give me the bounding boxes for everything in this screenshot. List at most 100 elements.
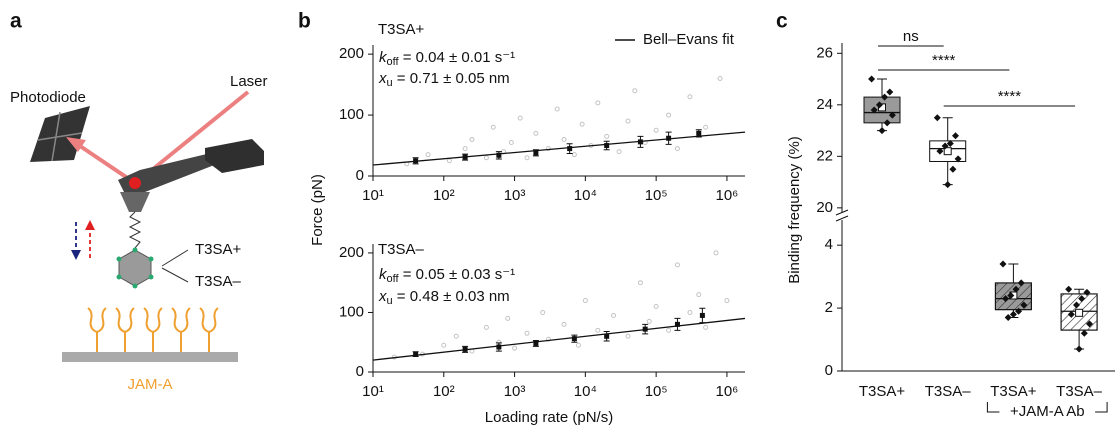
scatter-point: [524, 330, 530, 336]
panel-label: c: [776, 10, 788, 33]
mean-point: [666, 135, 672, 141]
whisker: [942, 117, 953, 141]
data-point: [1075, 345, 1083, 353]
mean-point: [413, 351, 419, 357]
annotation: xu = 0.71 ± 0.05 nm: [378, 70, 510, 89]
annotation: koff = 0.05 ± 0.03 s⁻¹: [379, 266, 515, 285]
fit-line: [372, 131, 746, 166]
y-tick-label: 2: [825, 299, 833, 316]
scatter-point: [646, 318, 652, 324]
tip: [120, 192, 150, 212]
scatter-point: [666, 327, 672, 333]
scatter-point: [446, 158, 452, 164]
data-point: [1012, 285, 1020, 293]
annotation-subscript: u: [387, 295, 393, 307]
receptor-label: JAM-A: [128, 376, 173, 393]
panel-a: a Photodiode Laser T3SA+ T3SA– JAM-A: [10, 10, 268, 393]
data-point: [1015, 307, 1023, 315]
mean: [1075, 308, 1084, 317]
scatter-point: [453, 333, 459, 339]
scatter-point: [508, 139, 514, 145]
virus-dots: [116, 247, 154, 289]
scatter-point: [611, 312, 617, 318]
x-tick-label: 10⁶: [716, 383, 739, 400]
data-point: [870, 106, 878, 114]
data-point: [999, 260, 1007, 268]
group-bracket: [986, 402, 1108, 413]
membrane: [62, 352, 238, 362]
data-point: [933, 114, 941, 122]
legend-label: Bell–Evans fit: [643, 31, 735, 48]
x-tick-label: T3SA–: [1056, 383, 1103, 400]
variant-pointers: [161, 249, 189, 283]
annotation-subscript: off: [387, 56, 400, 68]
data-point: [1009, 310, 1017, 318]
y-tick-label: 200: [339, 244, 364, 261]
scatter-point: [545, 146, 551, 152]
data-point: [1080, 329, 1088, 337]
scatter-point: [604, 133, 610, 139]
scatter-point: [441, 342, 447, 348]
data-point: [946, 139, 954, 147]
y-tick-label: 100: [339, 106, 364, 123]
scatter-point: [533, 130, 539, 136]
data-point: [888, 111, 896, 119]
variant-minus-label: T3SA–: [195, 273, 242, 290]
x-tick-label: T3SA–: [925, 383, 972, 400]
retract-arrowhead: [71, 250, 81, 260]
annotation-symbol: x: [378, 288, 387, 305]
receptors: [87, 307, 219, 352]
scatter-point: [625, 333, 631, 339]
x-tick-label: 10⁶: [716, 187, 739, 204]
scatter-point: [462, 146, 468, 152]
y-tick-label: 0: [825, 362, 833, 379]
x-tick-label: 10³: [504, 383, 526, 400]
beam-arrowhead: [66, 137, 86, 152]
scatter-point: [540, 309, 546, 315]
scatter-point: [687, 94, 693, 100]
data-point: [1007, 292, 1015, 299]
spring: [128, 211, 142, 249]
scatter-point: [625, 118, 631, 124]
scatter-point: [579, 121, 585, 127]
x-tick-label: 10¹: [362, 187, 384, 204]
data-point: [952, 132, 959, 140]
scatter-point: [517, 115, 523, 121]
y-tick-label: 200: [339, 45, 364, 62]
annotation: xu = 0.48 ± 0.03 nm: [378, 288, 510, 307]
annotation-symbol: k: [379, 49, 388, 66]
data-point: [936, 147, 944, 155]
annotation-symbol: k: [379, 266, 388, 283]
scatter-point: [703, 124, 709, 130]
significance-label: ****: [998, 88, 1022, 105]
data-point: [941, 142, 949, 150]
annotation-text: = 0.48 ± 0.03 nm: [393, 288, 510, 305]
mean-point: [533, 340, 539, 346]
scatter-point: [483, 324, 489, 330]
significance-label: ns: [903, 28, 919, 45]
mean: [943, 147, 952, 156]
annotation-subscript: off: [387, 273, 400, 285]
x-tick-label: 10²: [433, 187, 455, 204]
data-point: [868, 75, 876, 83]
data-point: [1004, 314, 1012, 322]
mean-point: [604, 333, 610, 339]
data-point: [1002, 295, 1010, 303]
x-tick-label: 10⁴: [574, 187, 597, 204]
cantilever-chip: [205, 139, 264, 173]
scatter-point: [545, 336, 551, 342]
chart-title: T3SA+: [378, 21, 425, 38]
scatter-point: [616, 149, 622, 155]
data-point: [1065, 285, 1073, 293]
scatter-point: [469, 136, 475, 142]
data-point: [886, 88, 894, 96]
photodiode-grid: [37, 111, 83, 162]
scatter-point: [554, 106, 560, 112]
variant-plus-label: T3SA+: [195, 241, 242, 258]
x-tick-label: T3SA+: [990, 383, 1037, 400]
y-axis-label: Force (pN): [309, 174, 326, 246]
x-tick-label: 10²: [433, 383, 455, 400]
data-point: [883, 119, 891, 127]
